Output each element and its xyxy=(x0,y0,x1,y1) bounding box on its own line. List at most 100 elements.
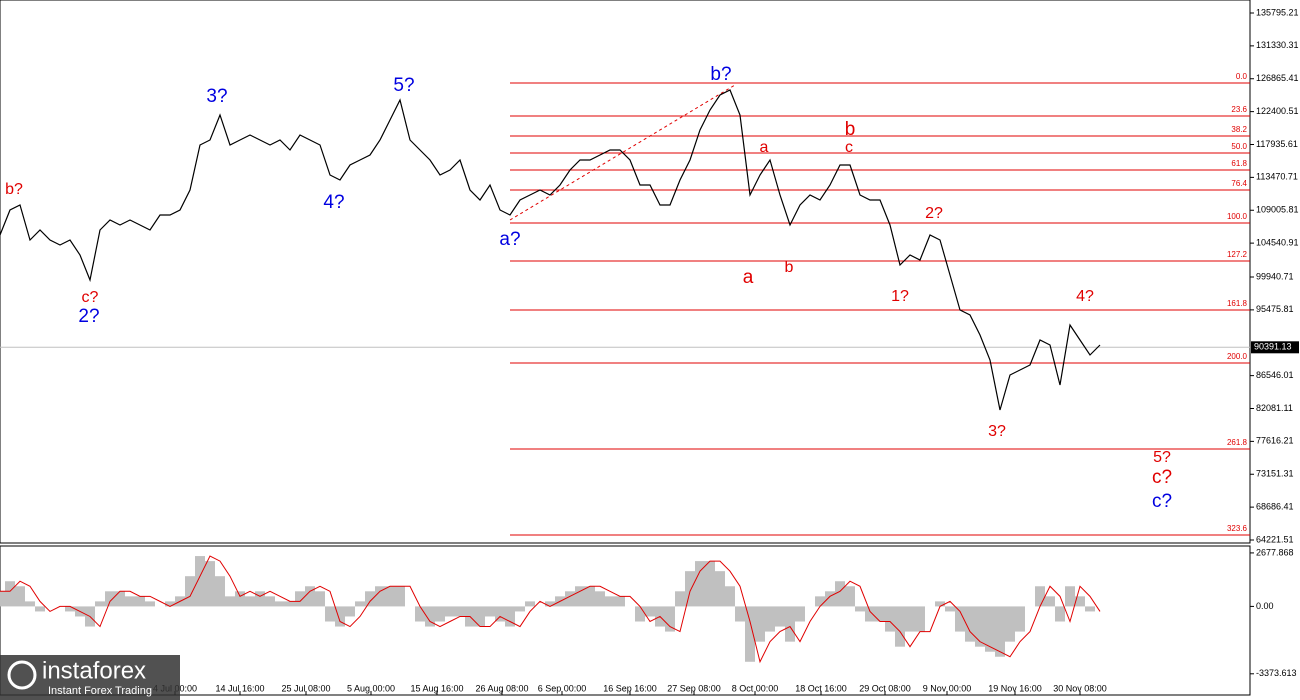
wave-label: 1? xyxy=(891,288,909,305)
y-tick-label: 68686.41 xyxy=(1256,501,1294,511)
osc-bar xyxy=(1015,606,1025,632)
osc-bar xyxy=(335,606,345,627)
osc-bar xyxy=(785,606,795,642)
osc-bar xyxy=(125,596,135,607)
x-tick-label: 16 Sep 16:00 xyxy=(603,683,657,693)
y-tick-label: 64221.51 xyxy=(1256,534,1294,544)
wave-label: c xyxy=(845,139,853,156)
osc-bar xyxy=(345,606,355,617)
osc-bar xyxy=(755,606,765,642)
osc-bar xyxy=(605,596,615,607)
wave-label: 4? xyxy=(1076,288,1094,305)
wave-label: a xyxy=(743,267,754,288)
x-tick-label: 26 Aug 08:00 xyxy=(475,683,528,693)
osc-bar xyxy=(475,606,485,627)
osc-bar xyxy=(695,561,705,607)
osc-bar xyxy=(495,606,505,622)
watermark: instaforex Instant Forex Trading xyxy=(0,655,180,700)
osc-bar xyxy=(315,591,325,607)
osc-bar xyxy=(435,606,445,622)
osc-y-tick-label: 2677.868 xyxy=(1256,547,1294,557)
osc-bar xyxy=(745,606,755,662)
y-tick-label: 95475.81 xyxy=(1256,304,1294,314)
x-tick-label: 19 Nov 16:00 xyxy=(988,683,1042,693)
osc-bar xyxy=(25,601,35,607)
osc-bar xyxy=(895,606,905,647)
osc-bar xyxy=(95,601,105,607)
osc-bar xyxy=(885,606,895,632)
osc-bar xyxy=(525,601,535,607)
osc-bar xyxy=(265,596,275,607)
wave-label: 5? xyxy=(393,75,414,96)
fib-label: 38.2 xyxy=(1231,125,1247,134)
osc-bar xyxy=(145,601,155,607)
watermark-brand: instaforex xyxy=(42,657,146,684)
osc-bar xyxy=(645,606,655,617)
osc-bar xyxy=(1075,596,1085,607)
osc-bar xyxy=(635,606,645,622)
wave-label: c? xyxy=(82,289,99,306)
osc-bar xyxy=(1035,586,1045,607)
x-tick-label: 5 Aug 00:00 xyxy=(347,683,395,693)
wave-label: 2? xyxy=(925,205,943,222)
osc-bar xyxy=(415,606,425,622)
y-tick-label: 86546.01 xyxy=(1256,370,1294,380)
y-tick-label: 104540.91 xyxy=(1256,237,1299,247)
x-tick-label: 15 Aug 16:00 xyxy=(410,683,463,693)
wave-label: 2? xyxy=(78,306,99,327)
osc-bar xyxy=(545,601,555,607)
osc-bar xyxy=(735,606,745,622)
wave-label: 4? xyxy=(323,192,344,213)
osc-bar xyxy=(305,586,315,607)
osc-bar xyxy=(225,596,235,607)
fib-label: 61.8 xyxy=(1231,159,1247,168)
osc-bar xyxy=(965,606,975,642)
osc-bar xyxy=(355,601,365,607)
osc-bar xyxy=(115,591,125,607)
osc-bar xyxy=(325,606,335,622)
wave-label: c? xyxy=(1152,467,1172,488)
osc-bar xyxy=(295,591,305,607)
wave-label: c? xyxy=(1152,491,1172,512)
last-price-label: 90391.13 xyxy=(1254,342,1292,352)
osc-bar xyxy=(945,606,955,612)
osc-bar xyxy=(575,586,585,607)
osc-bar xyxy=(205,561,215,607)
osc-bar xyxy=(815,596,825,607)
osc-bar xyxy=(715,571,725,607)
osc-bar xyxy=(235,591,245,607)
osc-bar xyxy=(685,571,695,607)
x-tick-label: 30 Nov 08:00 xyxy=(1053,683,1107,693)
wave-label: a? xyxy=(499,229,520,250)
osc-bar xyxy=(995,606,1005,657)
wave-label: b? xyxy=(5,181,23,198)
y-tick-label: 99940.71 xyxy=(1256,271,1294,281)
wave-label: b xyxy=(845,119,856,140)
trend-line xyxy=(509,84,736,221)
osc-bar xyxy=(395,586,405,607)
fib-label: 0.0 xyxy=(1236,72,1248,81)
osc-bar xyxy=(425,606,435,627)
y-tick-label: 117935.61 xyxy=(1256,139,1298,149)
osc-bar xyxy=(905,606,915,632)
fib-label: 127.2 xyxy=(1227,250,1248,259)
wave-label: a xyxy=(760,139,769,156)
osc-bar xyxy=(505,606,515,627)
osc-bar xyxy=(855,606,865,612)
osc-bar xyxy=(35,606,45,612)
osc-bar xyxy=(0,591,5,607)
osc-bar xyxy=(675,591,685,607)
wave-label: 3? xyxy=(206,86,227,107)
osc-bar xyxy=(445,606,455,617)
osc-bar xyxy=(515,606,525,612)
osc-bar xyxy=(845,586,855,607)
osc-bar xyxy=(825,591,835,607)
fib-label: 100.0 xyxy=(1227,212,1248,221)
x-tick-label: 9 Nov 00:00 xyxy=(923,683,972,693)
osc-bar xyxy=(365,591,375,607)
osc-bar xyxy=(185,576,195,607)
fib-label: 76.4 xyxy=(1231,179,1247,188)
osc-y-tick-label: 0.00 xyxy=(1256,601,1274,611)
osc-bar xyxy=(585,586,595,607)
